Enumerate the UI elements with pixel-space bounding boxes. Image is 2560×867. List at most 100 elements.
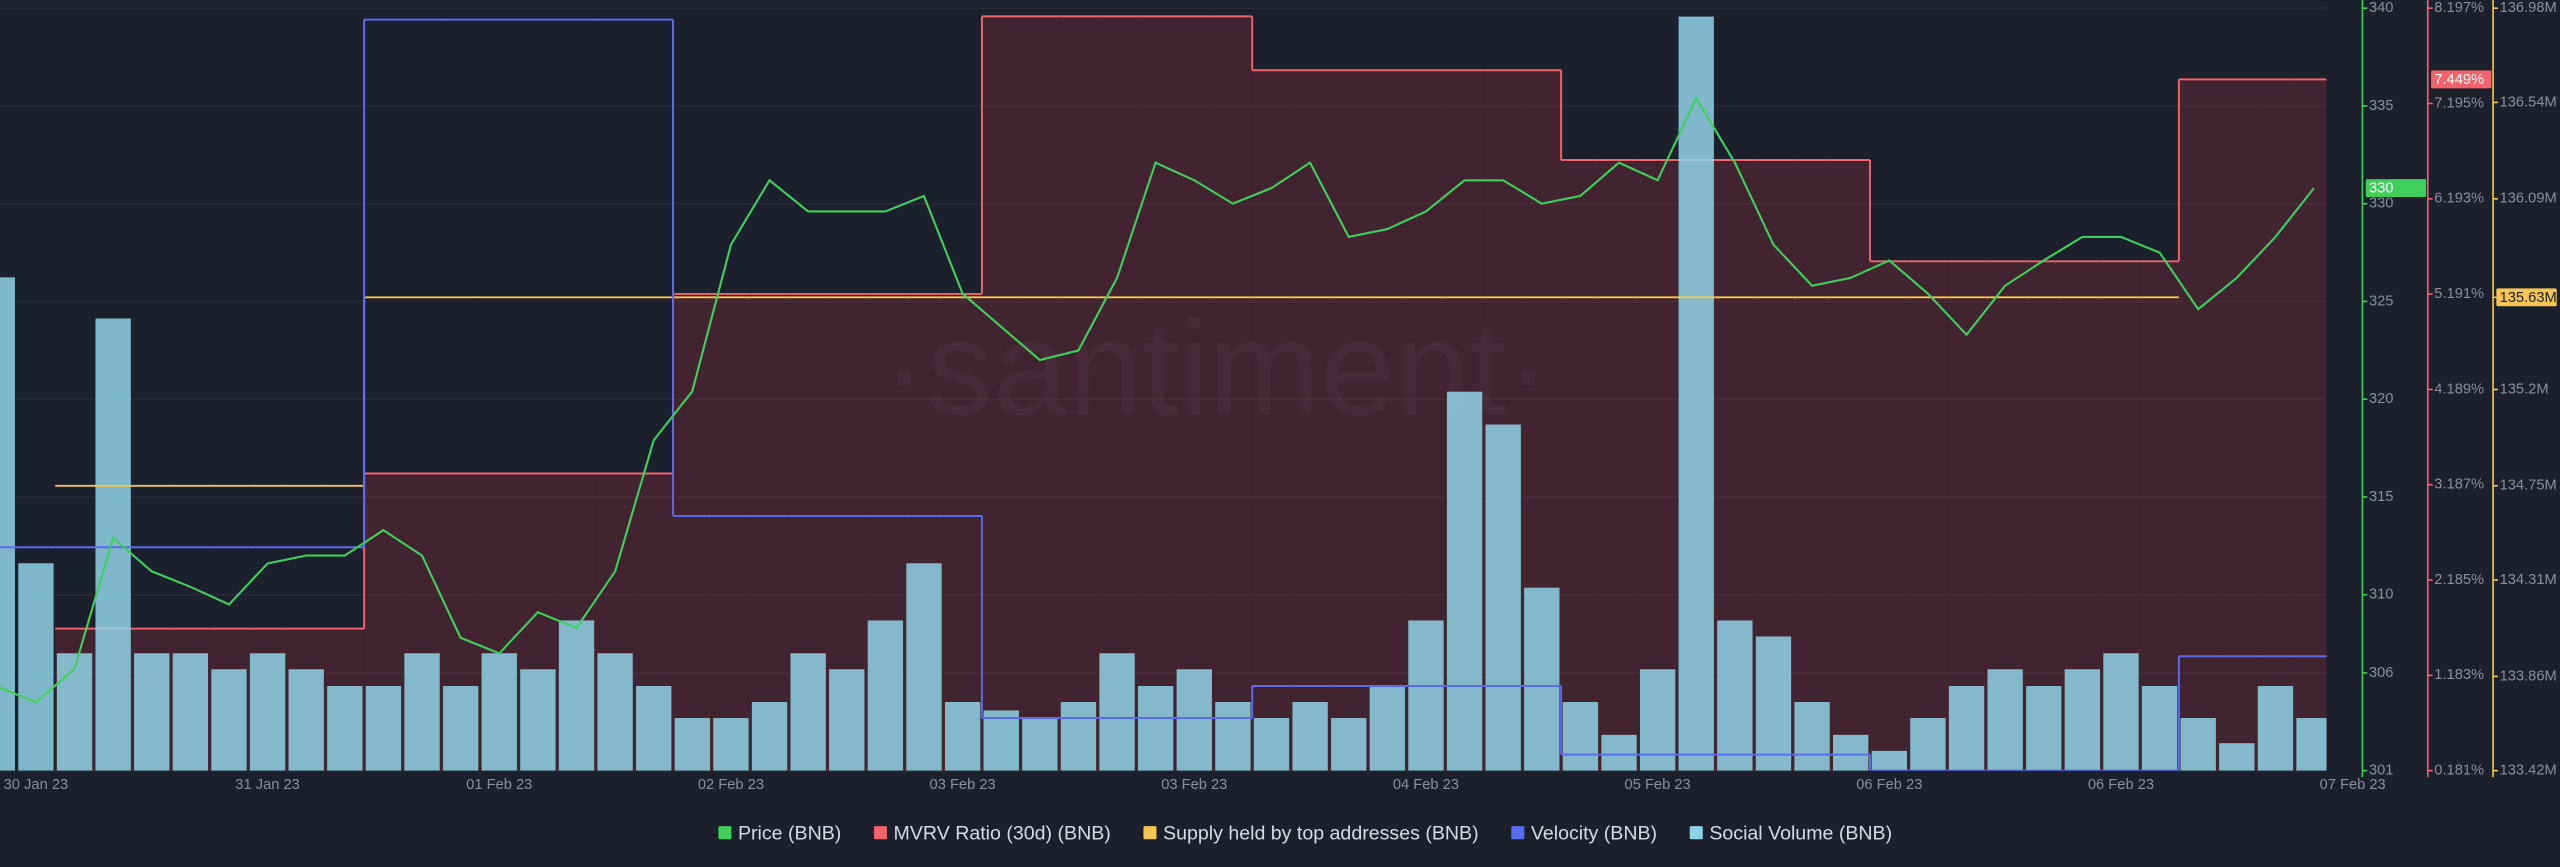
mvrv-area [1792,159,1832,771]
y-tick-label: 335 [2369,98,2394,114]
legend-swatch [1143,826,1157,840]
mvrv-area [750,293,789,771]
bar [172,653,209,771]
y-tick-label: 5.191% [2434,286,2484,302]
bar [134,653,170,771]
bar [404,653,440,771]
y-tick-label: 6.193% [2434,191,2484,207]
bar [1331,718,1367,771]
y-tick-label: 310 [2369,587,2394,603]
bar [713,718,749,771]
legend-swatch [718,826,732,840]
x-tick-label: 05 Feb 23 [1625,777,1691,793]
plot [0,15,2327,771]
bar [2219,743,2255,771]
mvrv-area [943,293,982,771]
mvrv-area [711,293,751,771]
bar [2257,686,2294,771]
y-tick-label: 7.195% [2434,95,2484,111]
bar [944,702,981,771]
bar [1060,702,1097,771]
bar [1948,686,1985,771]
bar [1562,702,1599,771]
mvrv-area [1020,16,1060,771]
mvrv-area [1638,159,1677,771]
bar [1176,669,1212,771]
mvrv-area [1290,70,1330,771]
bar [2296,718,2327,771]
mvrv-area [1831,159,1870,771]
bar [1446,391,1483,771]
bar [1910,718,1946,771]
bar [1408,620,1444,771]
bar [1794,702,1830,771]
bar [558,620,595,771]
bar [1099,653,1135,771]
y-tick-label: 136.54M [2500,94,2557,110]
y-tick-label: 134.31M [2500,572,2557,588]
value-badge [2365,179,2427,198]
y-tick-label: 8.197% [2434,0,2484,16]
bar [1871,750,1907,771]
bar [56,653,93,771]
y-tick-label: 3.187% [2434,477,2484,493]
mvrv-area [1213,16,1253,771]
mvrv-area [2178,79,2218,771]
bar [211,669,247,771]
mvrv-area [1174,16,1214,771]
mvrv-area [1329,70,1369,771]
mvrv-area [981,16,1021,771]
legend-label: Social Volume (BNB) [1709,822,1892,844]
mvrv-area [1908,261,1948,771]
bar [906,563,942,771]
bar [18,563,54,771]
legend-label: Velocity (BNB) [1531,822,1657,844]
value-badge-label: 7.449% [2434,72,2484,88]
legend: Price (BNB) MVRV Ratio (30d) (BNB) Supply … [718,822,1892,844]
legend-label: Supply held by top addresses (BNB) [1163,822,1479,844]
bar [288,669,324,771]
bar [867,620,904,771]
legend-swatch [1511,826,1525,840]
y-tick-label: 340 [2369,0,2394,16]
value-badge [2431,70,2492,89]
y-tick-label: 133.86M [2500,668,2557,684]
x-tick-label: 06 Feb 23 [1856,777,1922,793]
bar [751,702,788,771]
bar [1524,587,1560,771]
y-tick-label: 1.183% [2434,667,2484,683]
bar [829,669,865,771]
bar [249,653,286,771]
y-tick-label: 135.2M [2500,381,2549,397]
y-tick-label: 136.09M [2500,191,2557,207]
bar [2180,718,2216,771]
y-tick-label: 134.75M [2500,478,2557,494]
bar [597,653,633,771]
bar [95,318,131,771]
y-tick-label: 2.185% [2434,572,2484,588]
bar [1678,16,1714,771]
mvrv-area [673,293,712,771]
mvrv-area [2256,79,2295,771]
y-tick-label: 306 [2369,665,2394,681]
y-tick-label: 301 [2369,763,2394,779]
bar [1138,686,1174,771]
mvrv-area [2024,261,2064,771]
bar [1833,734,1869,771]
mvrv-area [1059,16,1098,771]
bar [2103,653,2139,771]
bar [1755,636,1792,771]
x-tick-label: 02 Feb 23 [698,777,764,793]
bar [1717,620,1753,771]
value-badge-label: 330 [2369,181,2394,197]
mvrv-area [1561,159,1600,771]
bar [365,686,402,771]
x-tick-label: 07 Feb 23 [2320,777,2386,793]
value-badge-label: 135.63M [2500,290,2557,306]
x-tick-label: 01 Feb 23 [466,777,532,793]
mvrv-area [2140,261,2179,771]
mvrv-area [1870,261,1909,771]
bar [1369,686,1406,771]
legend-swatch [873,826,888,840]
bar [481,653,517,771]
